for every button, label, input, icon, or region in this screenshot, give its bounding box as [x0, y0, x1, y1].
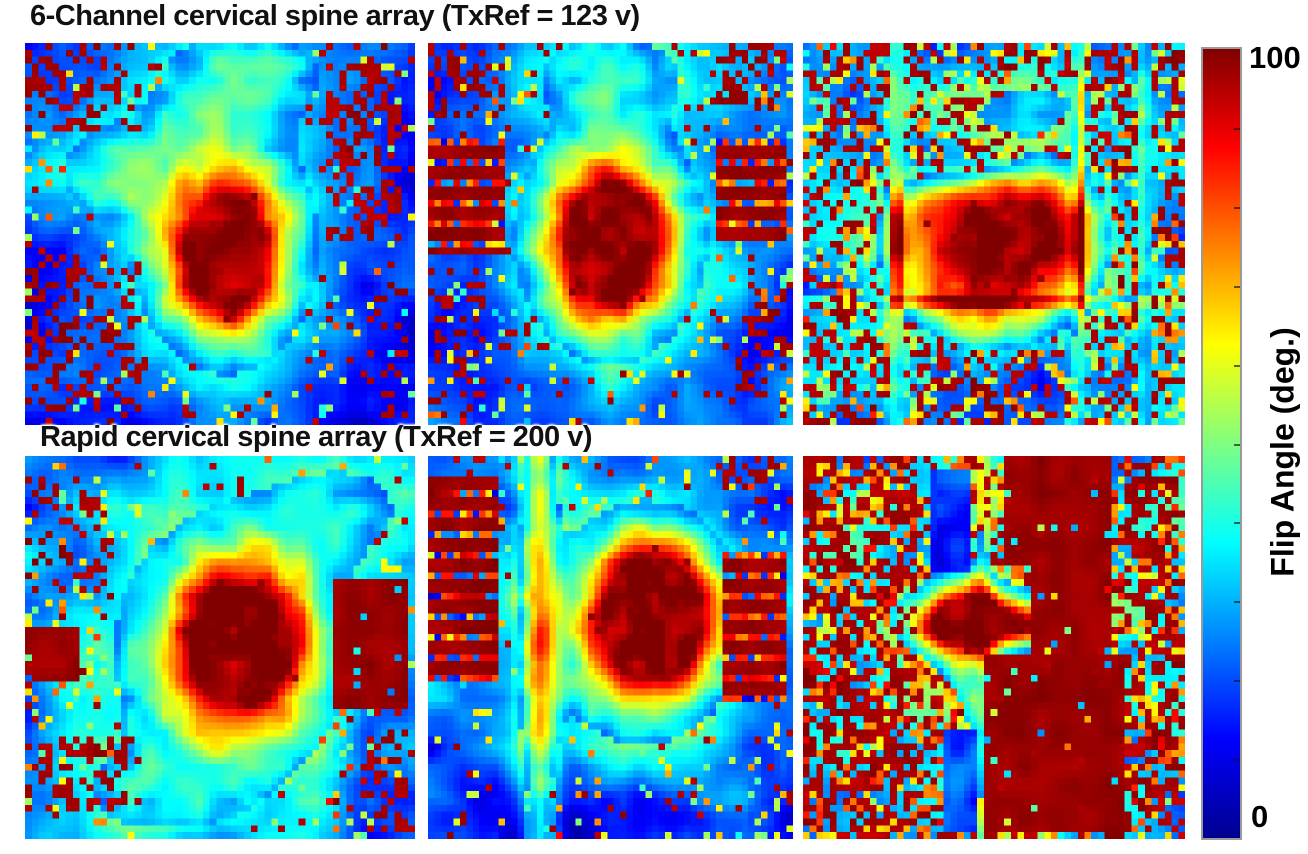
colorbar-min-label: 0: [1251, 799, 1269, 834]
heatmap-panel-row1-col3: [803, 43, 1185, 425]
colorbar-tick: [1234, 601, 1240, 604]
colorbar-tick: [1234, 522, 1240, 525]
row-title-6-channel-array: 6-Channel cervical spine array (TxRef = …: [30, 0, 640, 32]
colorbar-max-label: 100: [1249, 40, 1301, 75]
heatmap-panel-row1-col2: [428, 43, 793, 425]
heatmap-panel-row2-col2: [428, 456, 793, 839]
row-title-rapid-array: Rapid cervical spine array (TxRef = 200 …: [40, 421, 593, 453]
colorbar-tick: [1234, 127, 1240, 130]
colorbar-tick: [1234, 759, 1240, 762]
heatmap-panel-row2-col1: [25, 456, 415, 839]
colorbar-axis-label: Flip Angle (deg.): [1264, 327, 1301, 577]
colorbar-tick: [1234, 285, 1240, 288]
colorbar-tick: [1234, 443, 1240, 446]
heatmap-panel-row1-col1: [25, 43, 415, 425]
colorbar-tick: [1234, 364, 1240, 367]
colorbar-gradient: [1201, 47, 1242, 840]
colorbar-tick: [1234, 206, 1240, 209]
colorbar-tick: [1234, 680, 1240, 683]
heatmap-panel-row2-col3: [803, 456, 1185, 839]
